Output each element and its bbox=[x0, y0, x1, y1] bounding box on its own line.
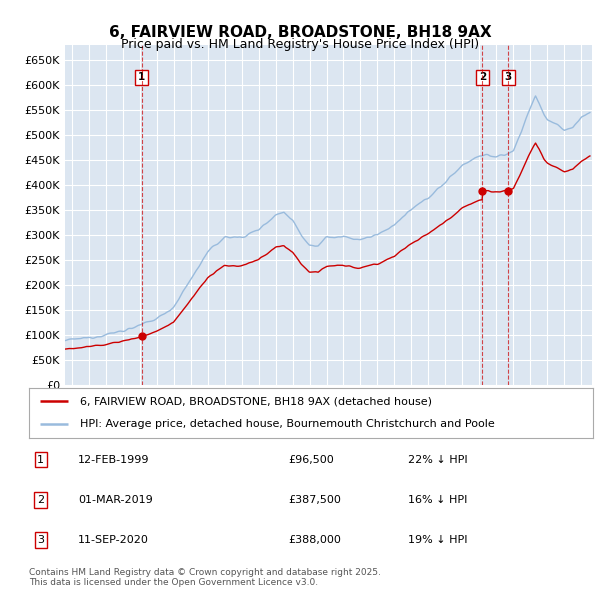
Text: 6, FAIRVIEW ROAD, BROADSTONE, BH18 9AX (detached house): 6, FAIRVIEW ROAD, BROADSTONE, BH18 9AX (… bbox=[80, 396, 431, 406]
Text: Price paid vs. HM Land Registry's House Price Index (HPI): Price paid vs. HM Land Registry's House … bbox=[121, 38, 479, 51]
Text: £388,000: £388,000 bbox=[288, 535, 341, 545]
Text: HPI: Average price, detached house, Bournemouth Christchurch and Poole: HPI: Average price, detached house, Bour… bbox=[80, 419, 494, 430]
Text: £96,500: £96,500 bbox=[288, 455, 334, 464]
Text: 01-MAR-2019: 01-MAR-2019 bbox=[78, 495, 153, 504]
Text: 1: 1 bbox=[37, 455, 44, 464]
Text: 1: 1 bbox=[138, 73, 145, 83]
Text: 16% ↓ HPI: 16% ↓ HPI bbox=[408, 495, 467, 504]
Text: 12-FEB-1999: 12-FEB-1999 bbox=[78, 455, 149, 464]
Text: 3: 3 bbox=[505, 73, 512, 83]
Text: 3: 3 bbox=[37, 535, 44, 545]
Text: 2: 2 bbox=[479, 73, 486, 83]
Text: 11-SEP-2020: 11-SEP-2020 bbox=[78, 535, 149, 545]
Text: 2: 2 bbox=[37, 495, 44, 504]
Text: £387,500: £387,500 bbox=[288, 495, 341, 504]
Text: 22% ↓ HPI: 22% ↓ HPI bbox=[408, 455, 467, 464]
Text: 6, FAIRVIEW ROAD, BROADSTONE, BH18 9AX: 6, FAIRVIEW ROAD, BROADSTONE, BH18 9AX bbox=[109, 25, 491, 40]
Text: 19% ↓ HPI: 19% ↓ HPI bbox=[408, 535, 467, 545]
Text: Contains HM Land Registry data © Crown copyright and database right 2025.
This d: Contains HM Land Registry data © Crown c… bbox=[29, 568, 380, 587]
